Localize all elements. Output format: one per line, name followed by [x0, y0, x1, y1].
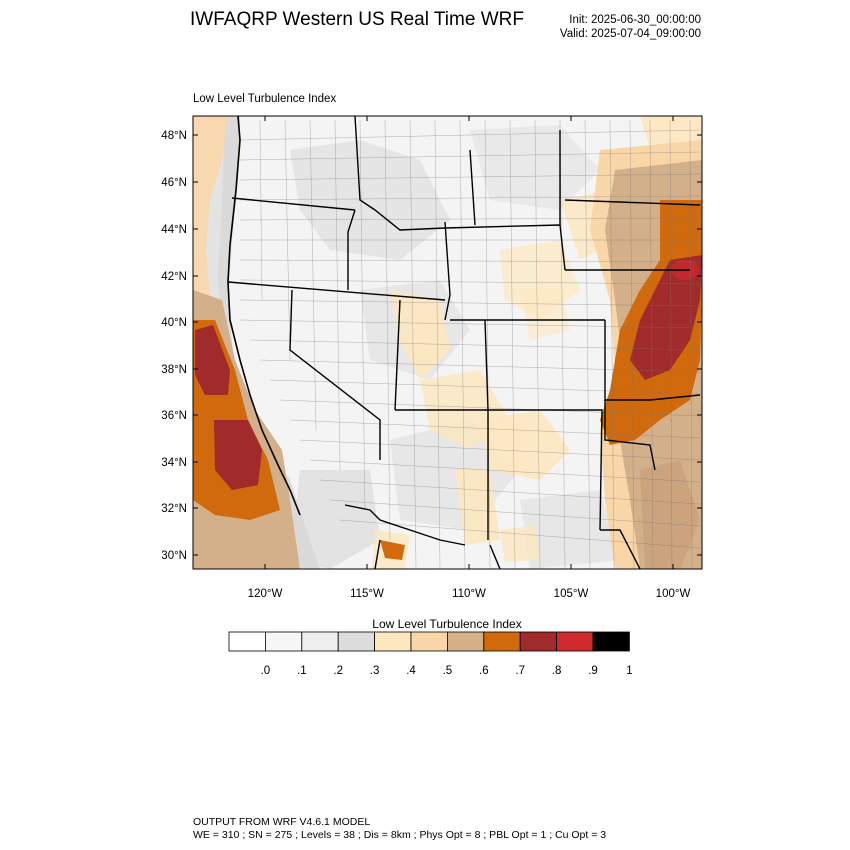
colorbar-label: .1 [297, 665, 307, 677]
colorbar-label: .9 [588, 665, 598, 677]
map-field [193, 116, 702, 569]
lon-label: 100°W [656, 588, 691, 600]
latitude-axis: 48°N 46°N 44°N 42°N 40°N 38°N 36°N 34°N 32°N 30°N [161, 130, 702, 562]
init-time: Init: 2025-06-30_00:00:00 [569, 14, 701, 26]
colorbar-label: .7 [515, 665, 525, 677]
lat-label: 44°N [161, 224, 187, 236]
lon-label: 110°W [452, 588, 486, 600]
colorbar-label: .5 [443, 665, 453, 677]
colorbar-title: Low Level Turbulence Index [372, 617, 521, 631]
colorbar-label: .6 [479, 665, 489, 677]
colorbar-box [446, 631, 485, 652]
colorbar-box [519, 631, 558, 652]
footer-model-line: OUTPUT FROM WRF V4.6.1 MODEL [193, 816, 371, 828]
colorbar-label: 1 [626, 665, 632, 677]
lat-label: 38°N [161, 364, 187, 376]
colorbar-box [228, 631, 266, 652]
footer-config-line: WE = 310 ; SN = 275 ; Levels = 38 ; Dis … [193, 829, 607, 841]
lon-label: 105°W [554, 588, 589, 600]
main-title: IWFAQRP Western US Real Time WRF [190, 9, 524, 30]
colorbar-label: .4 [406, 665, 416, 677]
colorbar-label: .0 [261, 665, 271, 677]
colorbar-label: .8 [552, 665, 562, 677]
lat-label: 32°N [161, 503, 187, 515]
state-borders [227, 116, 701, 569]
colorbar-box [592, 631, 630, 652]
longitude-axis: 120°W 115°W 110°W 105°W 100°W [248, 116, 691, 600]
colorbar-box [301, 631, 339, 652]
colorbar-box [264, 631, 303, 652]
colorbar-box [483, 631, 521, 652]
colorbar [228, 631, 630, 652]
lat-label: 42°N [161, 271, 187, 283]
colorbar-box [410, 631, 448, 652]
colorbar-box [374, 631, 412, 652]
map-subtitle: Low Level Turbulence Index [193, 93, 337, 105]
colorbar-label: .2 [333, 665, 343, 677]
county-lines [239, 119, 701, 569]
lon-label: 115°W [350, 588, 384, 600]
colorbar-box [556, 631, 594, 652]
coastline [227, 116, 301, 516]
lat-label: 46°N [161, 177, 187, 189]
lon-label: 120°W [248, 588, 283, 600]
lat-label: 48°N [161, 130, 187, 142]
lat-label: 36°N [161, 410, 187, 422]
colorbar-labels: .0 .1 .2 .3 .4 .5 .6 .7 .8 .9 1 [261, 665, 633, 677]
lat-label: 30°N [161, 550, 187, 562]
colorbar-box [337, 631, 376, 652]
lat-label: 34°N [161, 457, 187, 469]
map-frame [192, 115, 703, 570]
colorbar-label: .3 [370, 665, 380, 677]
lat-label: 40°N [161, 317, 187, 329]
valid-time: Valid: 2025-07-04_09:00:00 [559, 28, 701, 40]
